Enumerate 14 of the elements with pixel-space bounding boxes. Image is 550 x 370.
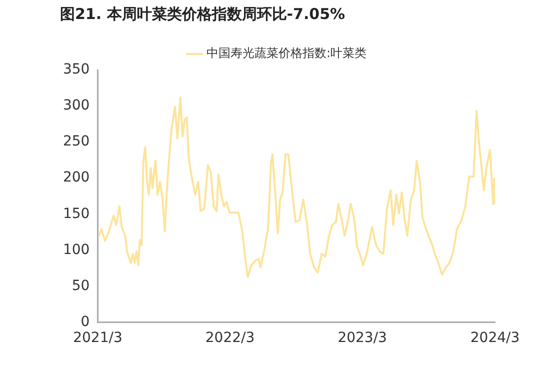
x-tick-label: 2021/3 [73, 330, 122, 346]
x-tick-label: 2022/3 [205, 330, 255, 346]
y-tick-label: 50 [72, 278, 90, 294]
legend-label: 中国寿光蔬菜价格指数:叶菜类 [206, 46, 367, 60]
x-tick-label: 2023/3 [338, 330, 387, 346]
y-tick-label: 0 [80, 314, 90, 330]
y-tick-label: 100 [62, 242, 90, 258]
y-tick-label: 350 [62, 62, 90, 78]
y-tick-label: 200 [62, 170, 90, 186]
y-tick-label: 150 [62, 206, 90, 222]
y-tick-label: 250 [62, 134, 90, 150]
x-tick-label: 2024/3 [470, 330, 520, 346]
y-tick-label: 300 [62, 98, 90, 114]
chart-title: 图21. 本周叶菜类价格指数周环比-7.05% [60, 4, 346, 23]
